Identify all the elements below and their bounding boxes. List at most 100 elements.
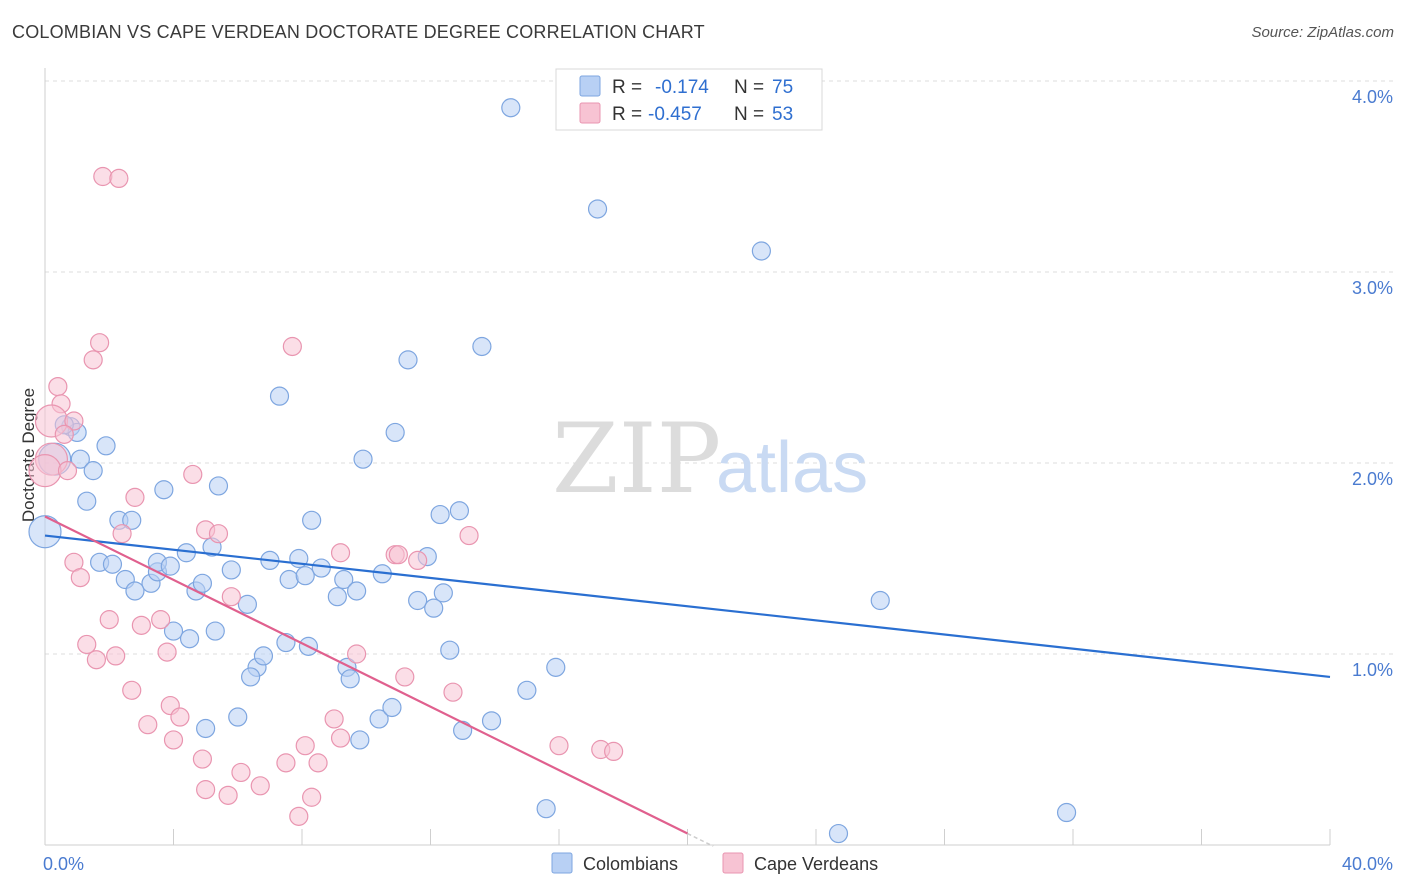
- colombians-point-48: [424, 598, 444, 618]
- cape-verdeans-point-38: [138, 715, 158, 735]
- cape-verdeans-point-40: [163, 730, 184, 750]
- colombians-point-12: [83, 461, 103, 481]
- colombians-point-2: [751, 241, 771, 261]
- colombians-point-15: [154, 480, 174, 500]
- colombians-point-46: [408, 590, 428, 611]
- cape-verdeans-point-25: [221, 587, 241, 607]
- cape-verdeans-point-41: [324, 709, 344, 729]
- watermark-atlas: atlas: [716, 428, 868, 508]
- colombians-point-50: [163, 621, 184, 641]
- cape-verdeans-point-50: [231, 762, 251, 783]
- cape-verdeans-point-33: [347, 644, 367, 664]
- cape-verdeans-point-3: [282, 336, 302, 357]
- cape-verdeans-point-52: [250, 776, 270, 796]
- colombians-point-52: [205, 621, 225, 641]
- colombians-point-71: [536, 799, 556, 819]
- legend-n-value-2: 53: [772, 104, 793, 125]
- colombians-point-69: [481, 711, 502, 731]
- colombians-point-68: [453, 720, 473, 741]
- top-legend: R = -0.174 N = 75 R = -0.457 N = 53: [555, 68, 823, 131]
- cape-verdeans-point-13: [183, 464, 203, 485]
- cape-verdeans-point-14: [125, 487, 145, 507]
- colombians-point-1: [587, 199, 608, 219]
- cape-verdeans-point-32: [157, 642, 177, 662]
- colombians-point-5: [269, 386, 290, 406]
- colombians-point-21: [430, 504, 450, 525]
- cape-verdeans-point-55: [302, 787, 322, 807]
- cape-verdeans-point-27: [131, 615, 151, 635]
- cape-verdeans-point-31: [86, 650, 107, 670]
- colombians-point-11: [70, 449, 90, 469]
- colombians-point-14: [77, 491, 97, 511]
- cape-verdeans-point-15: [112, 524, 132, 544]
- gridlines: [45, 80, 1395, 655]
- cape-verdeans-point-24: [408, 550, 428, 571]
- cape-verdeans-point-35: [122, 680, 142, 700]
- cape-verdeans-point-47: [549, 736, 569, 756]
- colombians-point-66: [369, 709, 389, 729]
- colombians-point-19: [122, 510, 142, 530]
- colombians-point-44: [347, 581, 367, 601]
- cape-verdeans-point-0: [93, 166, 113, 187]
- colombians-point-40: [295, 566, 315, 586]
- colombians-point-63: [196, 718, 216, 739]
- chart-title: COLOMBIAN VS CAPE VERDEAN DOCTORATE DEGR…: [12, 22, 705, 42]
- cape-verdeans-point-28: [151, 610, 171, 630]
- colombians-point-3: [398, 350, 418, 370]
- colombians-point-16: [208, 476, 229, 496]
- colombians-point-61: [517, 680, 537, 700]
- source-label: Source: ZipAtlas.com: [1251, 24, 1394, 41]
- colombians-point-41: [311, 558, 331, 578]
- bottom-legend-swatch-cape-verdeans: [722, 852, 744, 874]
- colombians-point-22: [449, 501, 470, 521]
- colombians-point-72: [828, 823, 849, 844]
- x-tick-label-1: 40.0%: [1342, 854, 1393, 874]
- cape-verdeans-point-20: [388, 545, 408, 565]
- legend-n-label-1: N =: [734, 77, 764, 98]
- colombians-point-60: [440, 640, 460, 660]
- colombians-point-34: [192, 573, 213, 593]
- cape-verdeans-trend-line: [44, 515, 688, 835]
- legend-r-label-2: R =: [612, 104, 642, 125]
- cape-verdeans-point-8: [64, 411, 84, 431]
- colombians-point-70: [870, 590, 890, 611]
- colombians-point-24: [102, 554, 123, 574]
- colombians-point-51: [179, 629, 200, 649]
- colombians-point-7: [353, 449, 373, 469]
- legend-r-value-1: -0.174: [655, 77, 709, 98]
- cape-verdeans-point-21: [459, 525, 479, 546]
- colombians-point-54: [253, 646, 274, 666]
- bottom-legend-colombians: Colombians: [583, 854, 678, 874]
- colombians-point-43: [334, 569, 354, 590]
- cape-verdeans-trend-extension: [687, 832, 714, 847]
- y-tick-label-2: 3.0%: [1352, 278, 1393, 298]
- cape-verdeans-point-18: [330, 543, 351, 563]
- cape-verdeans-point-11: [28, 454, 62, 488]
- colombians-point-20: [302, 510, 322, 530]
- colombians-point-62: [546, 657, 566, 677]
- colombians-point-57: [241, 667, 261, 687]
- y-tick-label-0: 1.0%: [1352, 660, 1393, 680]
- colombians-point-32: [125, 581, 145, 601]
- y-tick-label-1: 2.0%: [1352, 469, 1393, 489]
- cape-verdeans-point-17: [208, 524, 229, 544]
- watermark: ZIP atlas: [552, 403, 868, 515]
- colombians-point-64: [228, 707, 248, 727]
- bottom-legend: Colombians Cape Verdeans: [551, 852, 878, 874]
- cape-verdeans-point-34: [395, 667, 415, 687]
- bottom-legend-swatch-colombians: [551, 852, 573, 874]
- cape-verdeans-point-44: [192, 749, 213, 769]
- cape-verdeans-point-30: [106, 646, 126, 666]
- trend-lines: [44, 515, 1331, 847]
- colombians-point-36: [237, 594, 257, 614]
- cape-verdeans-point-54: [289, 806, 309, 826]
- colombians-point-65: [350, 730, 370, 750]
- colombians-point-38: [279, 569, 299, 590]
- legend-n-label-2: N =: [734, 104, 764, 125]
- colombians-point-10: [96, 436, 116, 456]
- colombians-point-0: [501, 98, 521, 118]
- cape-verdeans-point-42: [295, 736, 315, 756]
- y-axis-label: Doctorate Degree: [19, 388, 38, 522]
- cape-verdeans-point-43: [330, 728, 351, 748]
